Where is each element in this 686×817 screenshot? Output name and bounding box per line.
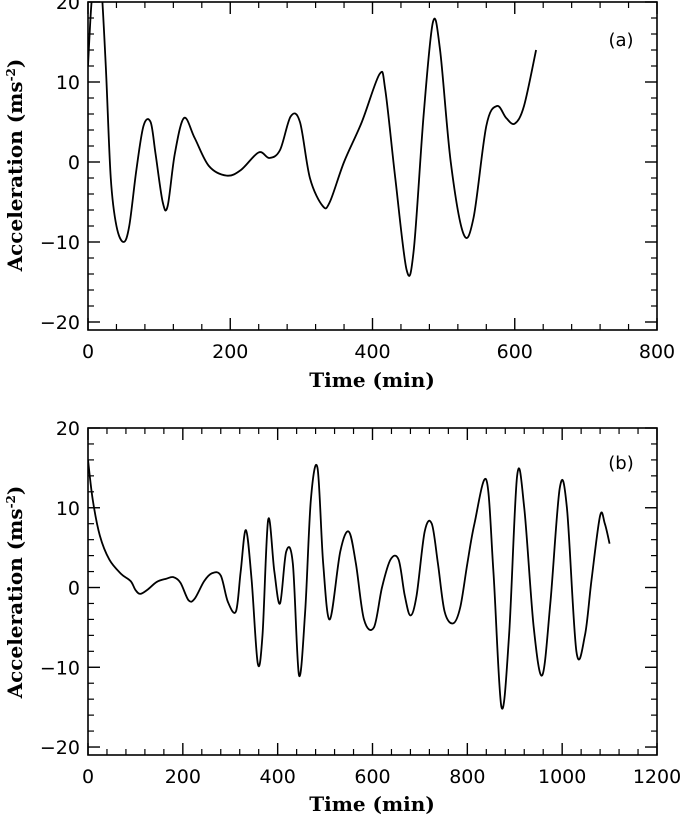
x-tick-label: 400 xyxy=(354,341,390,363)
y-tick-label: 0 xyxy=(68,152,80,174)
x-axis-label: Time (min) xyxy=(309,792,435,816)
series-line-acceleration xyxy=(88,2,537,277)
x-tick-label: 400 xyxy=(260,766,296,788)
y-tick-label: −10 xyxy=(40,657,80,679)
x-tick-label: 0 xyxy=(82,341,94,363)
x-tick-label: 600 xyxy=(497,341,533,363)
y-tick-label: −20 xyxy=(40,312,80,334)
x-tick-label: 1200 xyxy=(633,766,681,788)
x-axis-label: Time (min) xyxy=(309,368,435,392)
x-tick-label: 200 xyxy=(165,766,201,788)
y-tick-label: 10 xyxy=(56,72,80,94)
y-tick-label: 20 xyxy=(56,0,80,14)
y-tick-label: 20 xyxy=(56,418,80,440)
y-axis-label: Acceleration (ms-2) xyxy=(3,486,27,700)
panel-label: (b) xyxy=(608,453,633,474)
x-tick-label: 600 xyxy=(354,766,390,788)
series-line-acceleration xyxy=(88,459,611,710)
x-tick-label: 200 xyxy=(212,341,248,363)
y-axis-label: Acceleration (ms-2) xyxy=(3,59,27,273)
x-tick-label: 800 xyxy=(449,766,485,788)
y-tick-label: −10 xyxy=(40,232,80,254)
panel-label: (a) xyxy=(608,30,633,51)
x-tick-label: 0 xyxy=(82,766,94,788)
x-tick-label: 1000 xyxy=(538,766,586,788)
x-tick-label: 800 xyxy=(639,341,675,363)
y-tick-label: −20 xyxy=(40,737,80,759)
y-tick-label: 10 xyxy=(56,498,80,520)
chart-panel-b: Acceleration (ms-2) Time (min) (b) 0 200 4… xyxy=(3,418,681,816)
y-tick-label: 0 xyxy=(68,578,80,600)
chart-panel-a: Acceleration (ms-2) Time (min) (a) 0 200 4… xyxy=(3,0,675,392)
